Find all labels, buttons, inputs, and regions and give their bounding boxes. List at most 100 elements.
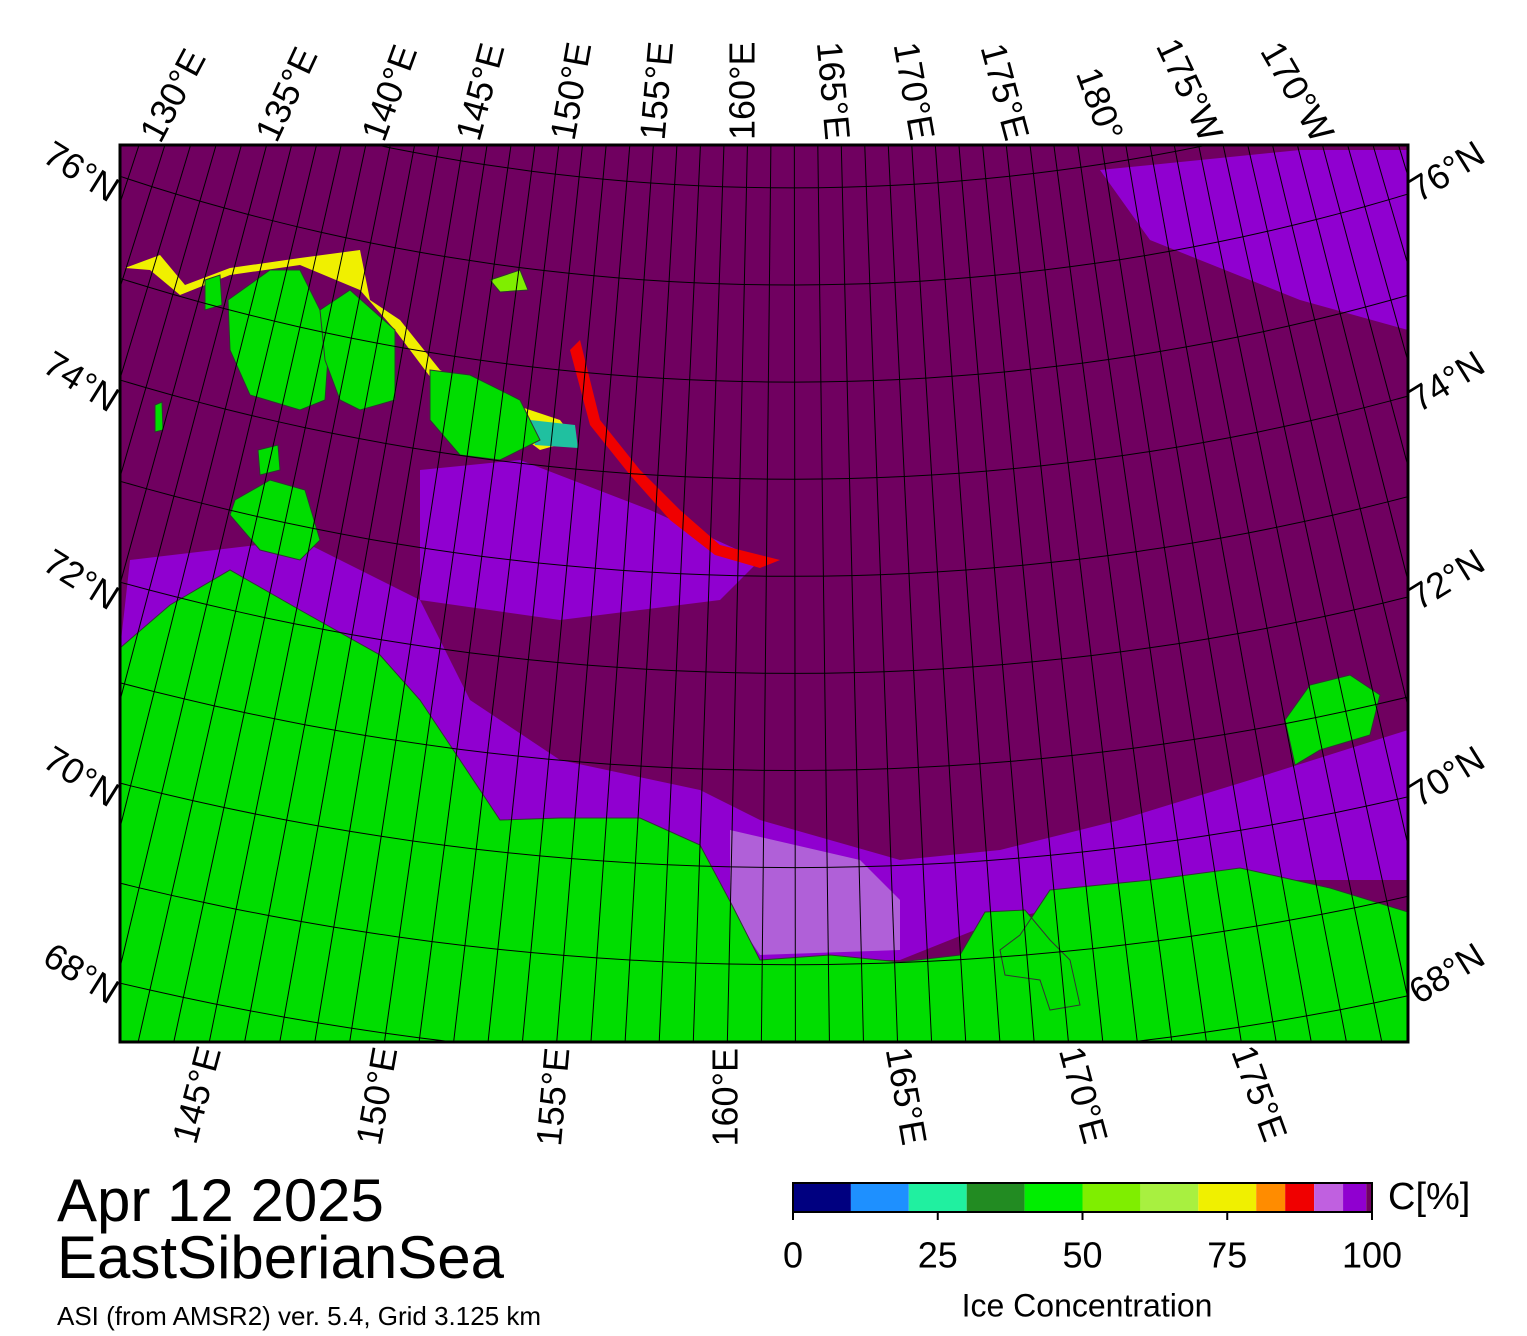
parallel [120,379,1408,480]
colorbar-title: Ice Concentration [962,1287,1213,1323]
meridian [817,145,830,1042]
ice-zone [730,830,900,955]
parallel [120,480,1408,577]
meridian [1222,145,1408,1002]
colorbar-tick-label: 50 [1062,1235,1102,1276]
top-label: 135°E [247,41,326,148]
colorbar-bin [793,1183,851,1212]
meridian [1077,145,1208,1042]
land [154,401,164,433]
meridian [658,145,701,1042]
meridian [244,145,416,1042]
top-label: 160°E [722,42,763,140]
graticule [0,0,1527,1042]
top-label: 150°E [542,39,599,143]
meridian [958,145,1035,1042]
colorbar-bin [1343,1183,1367,1212]
top-label: 155°E [632,40,681,142]
meridian [1101,145,1242,1042]
colorbar-bin [1140,1183,1199,1212]
colorbar-tick-label: 100 [1342,1235,1402,1276]
meridian [0,0,17,967]
meridian [0,0,37,983]
meridian [1029,145,1138,1042]
colorbar-bin [1082,1183,1141,1212]
left-label: 76°N [37,132,127,209]
left-label: 68°N [37,934,127,1011]
bottom-label: 160°E [705,1048,746,1146]
meridian [934,145,1001,1042]
meridian [1053,145,1173,1042]
top-label: 180° [1068,62,1132,146]
colorbar-bin [908,1183,967,1212]
land [257,444,281,476]
meridian [1149,145,1312,1042]
parallel [120,581,1408,674]
meridian [840,145,864,1042]
land [1284,674,1381,766]
meridian [1296,145,1408,583]
meridian [521,145,607,1042]
meridian [864,145,899,1042]
region: EastSiberianSea [57,1224,505,1291]
meridian [726,145,748,1042]
meridian [279,145,440,1042]
meridian [120,145,242,587]
top-label: 170°E [886,39,943,143]
parallel [374,145,1210,189]
meridian [1198,145,1383,1042]
meridian [1247,145,1408,848]
meridian [137,145,342,1042]
bottom-label: 145°E [164,1042,229,1148]
colorbar-bin [1256,1183,1286,1212]
meridian [349,145,488,1042]
top-label: 145°E [447,39,512,145]
meridian [120,145,268,703]
left-label: 70°N [37,737,127,814]
right-label: 76°N [1402,132,1492,209]
meridian [173,145,367,1042]
bottom-label: 175°E [1224,1040,1296,1147]
colorbar-bin [1285,1183,1315,1212]
top-label: 130°E [131,42,213,148]
parallel [120,882,1408,966]
meridian [760,145,772,1042]
meridian [887,145,933,1042]
colorbar-tick-label: 25 [918,1235,958,1276]
meridian [1125,145,1277,1042]
meridian [208,145,391,1042]
colorbar-bin [850,1183,909,1212]
meridian [120,145,293,830]
meridian [418,145,536,1042]
polynya [530,420,578,448]
colorbar-unit: C[%] [1388,1176,1470,1218]
meridian [1005,145,1104,1042]
colorbar-tick-label: 0 [783,1235,803,1276]
bottom-label: 170°E [1051,1042,1116,1148]
date: Apr 12 2025 [57,1167,384,1234]
meridian [793,145,796,1042]
left-label: 72°N [37,540,127,617]
colorbar: 0 25 50 75 100 [783,1182,1402,1276]
right-label: 74°N [1402,342,1492,419]
meridian [453,145,560,1042]
ice-zone [120,540,1408,960]
colorbar-bin [1314,1183,1344,1212]
meridian [1491,0,1527,1023]
bottom-label: 150°E [348,1044,405,1148]
bottom-label: 155°E [528,1046,577,1148]
land [120,569,1408,1042]
meridian [1511,0,1527,1009]
meridian [556,145,631,1042]
top-label: 170°W [1253,34,1343,148]
meridian [692,145,725,1042]
colorbar-tick-label: 75 [1207,1235,1247,1276]
right-label: 72°N [1402,540,1492,617]
colorbar-bin [966,1183,1025,1212]
meridian [487,145,583,1042]
land [204,274,223,311]
map-area [0,0,1527,1042]
parallel [120,175,1408,286]
meridian [383,145,512,1042]
